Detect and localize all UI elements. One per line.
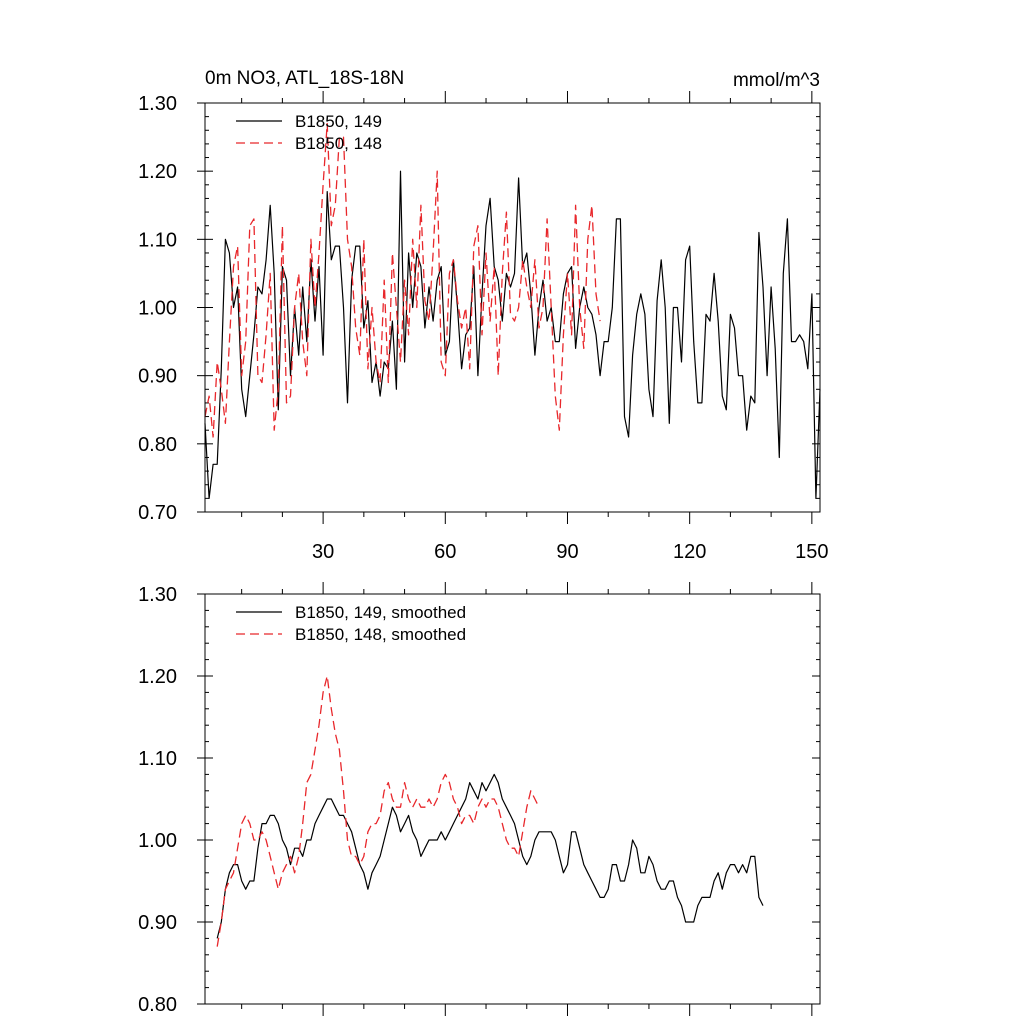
x-tick-label: 60	[434, 541, 456, 563]
legend-label-1: B1850, 148	[295, 134, 382, 153]
legend-label-1: B1850, 148, smoothed	[295, 625, 466, 644]
top-panel: 0m NO3, ATL_18S-18N mmol/m^3 0.70 0.80 0.9…	[138, 68, 828, 563]
x-tick-label: 90	[556, 541, 578, 563]
y-tick-label: 1.20	[138, 666, 177, 688]
y-tick-label: 1.00	[138, 298, 177, 320]
legend-label-0: B1850, 149	[295, 112, 382, 131]
top-series-lines	[204, 122, 821, 499]
top-plot-frame	[204, 102, 821, 513]
y-tick-label: 1.20	[138, 161, 177, 183]
y-tick-label: 1.30	[138, 93, 177, 115]
top-title-left: 0m NO3, ATL_18S-18N	[205, 68, 404, 89]
y-tick-label: 1.00	[138, 830, 177, 852]
y-tick-label: 0.80	[138, 994, 177, 1016]
series-line-0	[216, 773, 764, 939]
bottom-panel: 0.80 0.90 1.00 1.10 1.20 1.30 B1850, 149, smo…	[138, 582, 821, 1016]
bottom-plot-frame	[204, 593, 821, 1005]
y-tick-label: 0.90	[138, 912, 177, 934]
y-tick-label: 1.10	[138, 229, 177, 251]
top-title-right: mmol/m^3	[733, 70, 820, 91]
x-tick-label: 30	[312, 541, 334, 563]
y-tick-label: 1.30	[138, 584, 177, 606]
series-line-1	[204, 122, 601, 438]
top-legend: B1850, 149 B1850, 148	[236, 112, 382, 153]
series-line-0	[204, 170, 821, 499]
y-tick-label: 0.70	[138, 502, 177, 524]
bottom-series-lines	[216, 675, 764, 947]
bottom-axis-ticks: 0.80 0.90 1.00 1.10 1.20 1.30	[138, 582, 820, 1016]
y-tick-label: 0.90	[138, 366, 177, 388]
x-tick-label: 150	[795, 541, 828, 563]
y-tick-label: 0.80	[138, 434, 177, 456]
legend-label-0: B1850, 149, smoothed	[295, 603, 466, 622]
y-tick-label: 1.10	[138, 748, 177, 770]
series-line-1	[216, 675, 540, 947]
bottom-legend: B1850, 149, smoothed B1850, 148, smoothed	[236, 603, 466, 644]
top-axis-ticks: 0.70 0.80 0.90 1.00 1.10 1.20 1.30 30 60 90 120 150	[138, 91, 829, 563]
x-tick-label: 120	[673, 541, 706, 563]
